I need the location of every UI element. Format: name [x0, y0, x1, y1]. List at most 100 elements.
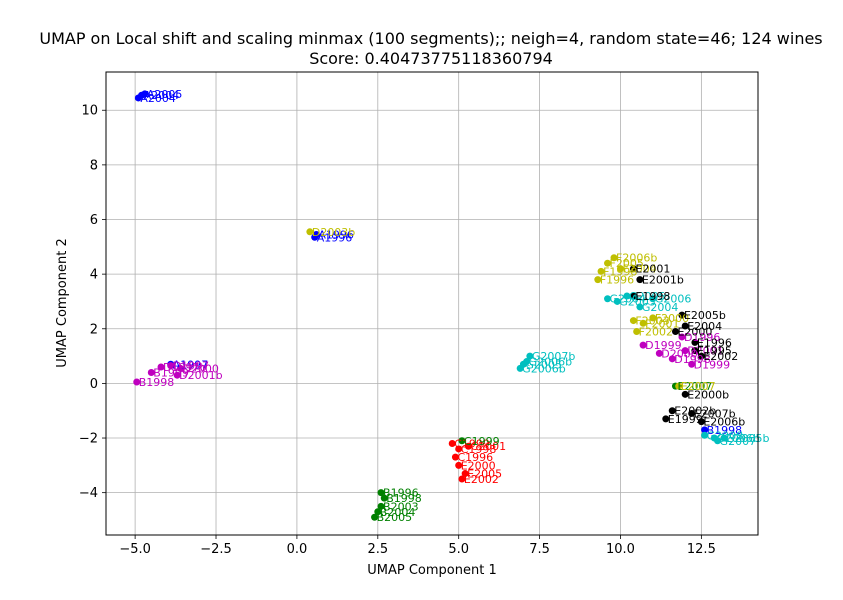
data-point-label: E1995 — [697, 345, 732, 358]
data-point — [374, 508, 382, 516]
data-point — [526, 352, 534, 360]
data-point-label: D2003b — [312, 226, 355, 239]
data-point — [681, 390, 689, 398]
data-point-label: A2004 — [140, 92, 176, 105]
data-point — [633, 327, 641, 335]
data-point-label: E2002 — [703, 350, 738, 363]
data-point-label: G2008 — [707, 429, 744, 442]
data-point-label: G2005 — [525, 358, 562, 371]
data-point-label: G2007 — [720, 435, 757, 448]
data-point — [157, 363, 165, 371]
data-point — [655, 349, 663, 357]
data-point-label: G2005b — [726, 432, 770, 445]
data-point-label: B1998 — [707, 424, 743, 437]
data-point — [458, 437, 466, 445]
data-point — [371, 513, 379, 521]
data-point-label: B1996 — [383, 487, 419, 500]
data-point-label: G2003 — [619, 295, 656, 308]
data-point-label: F2004 — [622, 263, 656, 276]
data-point — [523, 358, 531, 366]
data-point-label: B1998 — [386, 492, 422, 505]
data-point-label: E2000 — [677, 325, 712, 338]
data-point — [377, 489, 385, 497]
data-point — [678, 333, 686, 341]
data-point — [681, 347, 689, 355]
data-point — [671, 327, 679, 335]
grid — [106, 72, 758, 535]
data-point — [636, 276, 644, 284]
data-point — [697, 352, 705, 360]
data-point — [691, 338, 699, 346]
data-point-label: A1996 — [317, 231, 353, 244]
data-point — [675, 382, 683, 390]
data-point-label: F1996 — [600, 274, 634, 287]
data-point-label: G2006 — [655, 293, 692, 306]
data-point — [448, 439, 456, 447]
data-point — [451, 453, 459, 461]
data-point-label: D2001b — [179, 369, 222, 382]
data-point — [639, 319, 647, 327]
data-point — [639, 341, 647, 349]
data-point — [455, 461, 463, 469]
data-point — [610, 254, 618, 262]
data-point-label: G2004 — [642, 301, 679, 314]
data-point — [613, 297, 621, 305]
data-point-label: C1998 — [461, 443, 497, 456]
data-points — [133, 90, 728, 521]
plot-frame — [105, 71, 759, 536]
data-point — [377, 502, 385, 510]
chart-title: UMAP on Local shift and scaling minmax (… — [39, 29, 822, 48]
data-point-label: D1999 — [694, 358, 730, 371]
data-point — [629, 292, 637, 300]
y-tick-label: −4 — [79, 486, 98, 501]
data-point — [701, 426, 709, 434]
data-point — [458, 475, 466, 483]
data-point — [311, 233, 319, 241]
data-point — [688, 409, 696, 417]
y-tick-label: 2 — [90, 322, 98, 337]
data-point — [604, 295, 612, 303]
data-point — [688, 360, 696, 368]
data-point-label: B1999 — [153, 366, 189, 379]
data-point-label: C1996 — [457, 451, 493, 464]
x-tick-label: 7.5 — [529, 542, 550, 557]
data-point-label: A1996 — [318, 229, 354, 242]
data-point-label: B2003 — [383, 500, 419, 513]
data-point-label: A2005 — [147, 88, 183, 101]
data-point-label: D1996 — [684, 331, 720, 344]
x-axis-label: UMAP Component 1 — [367, 563, 496, 578]
data-point-label: C1999 — [454, 437, 490, 450]
data-point-label: E2000b — [687, 388, 729, 401]
y-tick-label: 10 — [81, 104, 98, 119]
data-point-label: D1997 — [173, 360, 209, 373]
chart-subtitle: Score: 0.40473775118360794 — [309, 49, 553, 68]
data-point-label: D1997b — [163, 361, 206, 374]
data-point — [636, 303, 644, 311]
data-point-label: D1999 — [645, 339, 681, 352]
data-point-label: G2006b — [522, 362, 566, 375]
data-point — [176, 364, 184, 372]
data-point — [616, 265, 624, 273]
data-point-label: E1999 — [668, 413, 703, 426]
data-point-label: B2005 — [377, 511, 413, 524]
data-point-label: E2007 — [677, 380, 712, 393]
data-point — [649, 295, 657, 303]
data-point-label: E2007b — [694, 407, 736, 420]
data-point — [147, 368, 155, 376]
data-point — [594, 276, 602, 284]
axis-ticks: −5.0 −2.5 0.0 2.5 5.0 7.5 10.0 12.5 −4 −2 0 2 4 6 8 10 — [79, 104, 716, 557]
data-point — [464, 442, 472, 450]
y-tick-label: 0 — [90, 377, 98, 392]
data-point — [306, 228, 314, 236]
x-tick-label: −2.5 — [200, 542, 232, 557]
data-point-label: F2000 — [655, 312, 689, 325]
data-point-label: A2004 — [144, 89, 180, 102]
data-point — [604, 259, 612, 267]
data-point — [649, 314, 657, 322]
data-point-label: D2001 — [687, 345, 723, 358]
data-point-label: E2004 — [687, 320, 722, 333]
data-point — [662, 415, 670, 423]
data-point — [678, 311, 686, 319]
